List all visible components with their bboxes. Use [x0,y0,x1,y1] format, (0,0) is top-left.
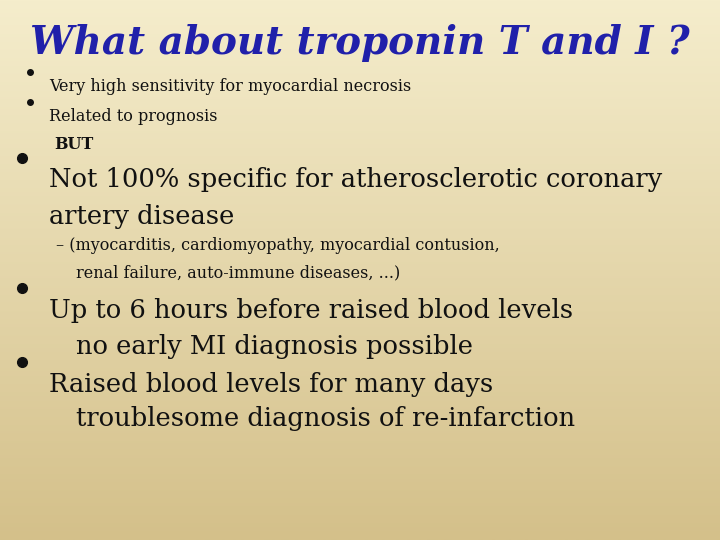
Text: artery disease: artery disease [49,204,234,229]
Text: Related to prognosis: Related to prognosis [49,108,217,125]
Text: What about troponin T and I ?: What about troponin T and I ? [30,24,690,62]
Text: Very high sensitivity for myocardial necrosis: Very high sensitivity for myocardial nec… [49,78,411,95]
Text: – (myocarditis, cardiomyopathy, myocardial contusion,: – (myocarditis, cardiomyopathy, myocardi… [56,237,500,253]
Text: Not 100% specific for atherosclerotic coronary: Not 100% specific for atherosclerotic co… [49,167,662,192]
Text: troublesome diagnosis of re-infarction: troublesome diagnosis of re-infarction [76,406,575,431]
Text: Up to 6 hours before raised blood levels: Up to 6 hours before raised blood levels [49,298,573,323]
Text: no early MI diagnosis possible: no early MI diagnosis possible [76,334,472,359]
Text: renal failure, auto-immune diseases, ...): renal failure, auto-immune diseases, ...… [76,265,400,281]
Text: BUT: BUT [54,136,94,153]
Text: Raised blood levels for many days: Raised blood levels for many days [49,372,493,396]
